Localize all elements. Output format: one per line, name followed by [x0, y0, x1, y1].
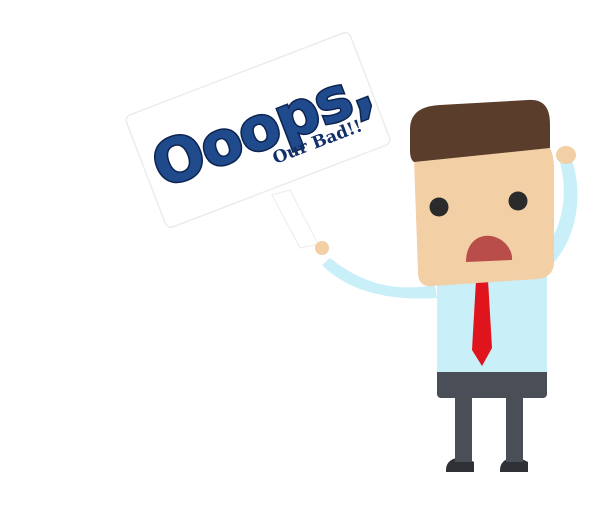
pants: [437, 368, 547, 398]
sign-board: [125, 31, 391, 229]
hair: [410, 99, 550, 162]
left-arm: [315, 241, 437, 299]
shirt: [437, 270, 547, 372]
left-eye: [429, 197, 449, 217]
signboard-icon: Ooops, Our Bad!!: [125, 31, 391, 249]
tie: [472, 280, 492, 366]
right-arm: [532, 146, 578, 275]
mouth: [466, 235, 513, 262]
right-eye: [508, 191, 528, 211]
head: [410, 99, 554, 287]
legs: [455, 380, 523, 462]
face: [414, 146, 554, 287]
